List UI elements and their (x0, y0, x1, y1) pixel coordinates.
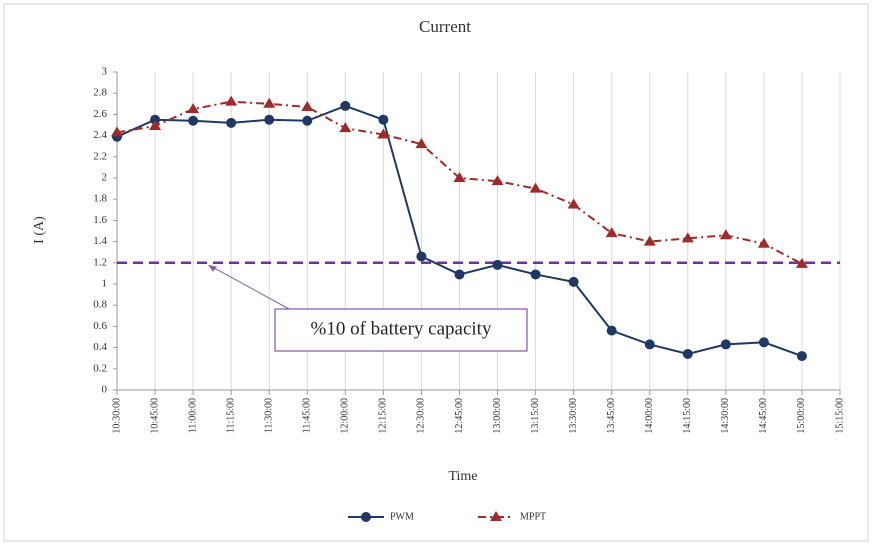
data-point (187, 103, 200, 114)
x-tick-label: 15:15:00 (834, 398, 845, 434)
data-point (225, 95, 238, 106)
x-tick-label: 14:45:00 (758, 398, 769, 434)
data-point (644, 339, 655, 350)
data-point (530, 269, 541, 280)
x-tick-label: 13:15:00 (530, 398, 541, 434)
data-point (226, 117, 237, 128)
data-point (605, 227, 618, 238)
x-tick-label: 11:00:00 (187, 398, 198, 433)
y-tick-label: 2.4 (93, 129, 107, 141)
legend-label: PWM (390, 511, 414, 522)
data-point (492, 259, 503, 270)
x-tick-label: 15:00:00 (796, 398, 807, 434)
x-tick-label: 14:15:00 (682, 398, 693, 434)
x-tick-label: 13:30:00 (568, 398, 579, 434)
x-axis-label: Time (448, 469, 477, 484)
data-point (568, 276, 579, 287)
arrow-head (208, 264, 217, 272)
data-point (682, 348, 693, 359)
y-tick-label: 0 (102, 384, 108, 396)
y-tick-label: 0.6 (93, 320, 107, 332)
data-point (188, 115, 199, 126)
y-tick-label: 0.4 (93, 341, 107, 353)
chart-title: Current (419, 17, 471, 36)
y-axis-label: I (A) (32, 216, 47, 244)
data-point (302, 115, 313, 126)
data-point (795, 257, 808, 268)
y-tick-label: 1.8 (93, 193, 107, 205)
data-point (758, 337, 769, 348)
data-point (757, 237, 770, 248)
data-point (377, 128, 390, 139)
data-point (264, 114, 275, 125)
y-tick-label: 1 (102, 278, 108, 290)
data-point (378, 114, 389, 125)
data-point (149, 120, 162, 131)
data-point (606, 325, 617, 336)
x-tick-label: 13:45:00 (606, 398, 617, 434)
data-point (529, 182, 542, 193)
y-tick-label: 3 (102, 66, 108, 78)
x-tick-label: 14:30:00 (720, 398, 731, 434)
annotation: %10 of battery capacity (311, 318, 492, 339)
x-tick-label: 11:15:00 (225, 398, 236, 433)
data-point (454, 269, 465, 280)
y-tick-label: 2.8 (93, 87, 107, 99)
x-tick-label: 10:30:00 (111, 398, 122, 434)
legend-marker (361, 512, 371, 522)
annotation-arrow (211, 266, 301, 316)
data-point (340, 100, 351, 111)
y-tick-label: 1.2 (93, 256, 107, 268)
data-point (415, 138, 428, 149)
data-point (416, 251, 427, 262)
data-point (643, 235, 656, 246)
y-tick-label: 0.8 (93, 299, 107, 311)
x-tick-label: 14:00:00 (644, 398, 655, 434)
data-point (111, 126, 123, 137)
x-tick-label: 12:00:00 (340, 398, 351, 434)
data-point (263, 97, 276, 108)
data-point (796, 351, 807, 362)
data-point (719, 229, 732, 240)
x-tick-label: 11:45:00 (302, 398, 313, 433)
x-tick-label: 10:45:00 (149, 398, 160, 434)
y-tick-label: 2 (102, 172, 108, 184)
y-tick-label: 0.2 (93, 362, 107, 374)
data-point (720, 339, 731, 350)
x-tick-label: 12:15:00 (378, 398, 389, 434)
data-point (150, 114, 161, 125)
x-tick-label: 12:45:00 (454, 398, 465, 434)
data-point (301, 100, 314, 111)
x-tick-label: 11:30:00 (264, 398, 275, 433)
y-tick-label: 2.2 (93, 150, 107, 162)
y-tick-label: 1.6 (93, 214, 107, 226)
data-point (453, 172, 466, 182)
y-tick-label: 2.6 (93, 108, 107, 120)
data-point (681, 232, 694, 243)
chart-frame (3, 3, 869, 542)
x-tick-label: 12:30:00 (416, 398, 427, 434)
data-point (567, 198, 580, 209)
x-tick-label: 13:00:00 (492, 398, 503, 434)
annotation-box (274, 308, 528, 352)
data-point (491, 175, 504, 186)
legend-marker (490, 511, 502, 521)
y-tick-label: 1.4 (93, 235, 107, 247)
data-point (339, 122, 352, 133)
legend-label: MPPT (520, 511, 546, 522)
